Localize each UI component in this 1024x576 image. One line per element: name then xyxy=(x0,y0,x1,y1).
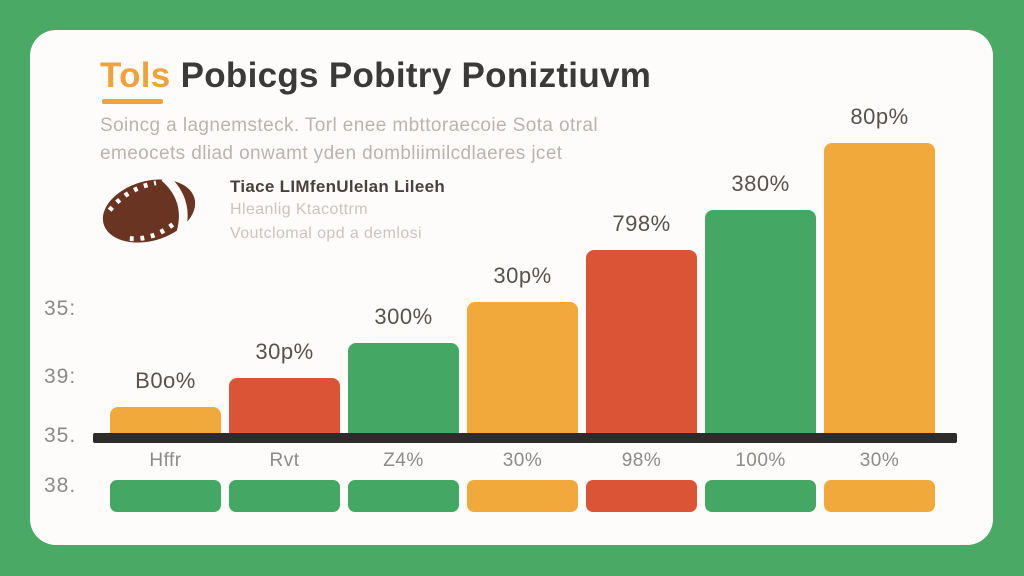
info-block: Tiace LIMfenUlelan Lileeh Hleanlig Ktaco… xyxy=(96,170,445,252)
footer-block-cell xyxy=(586,480,697,512)
category-row: Hffr Rvt Z4% 30% 98% 100% 30% xyxy=(110,450,935,472)
category-label: Hffr xyxy=(149,450,182,471)
info-line-2: Voutclomal opd a demlosi xyxy=(230,225,422,242)
subtitle-line-1: Soincg a lagnemsteck. Torl enee mbttorae… xyxy=(100,115,598,136)
bar-value-label: 380% xyxy=(731,171,790,196)
bar xyxy=(229,378,340,433)
bar xyxy=(705,210,816,433)
category-label: 30% xyxy=(502,450,543,471)
bar-column: 798% xyxy=(586,211,697,433)
bar-value-label: B0o% xyxy=(135,368,196,393)
content-card: Tols Pobicgs Pobitry Poniztiuvm Soincg a … xyxy=(30,30,993,545)
page-subtitle: Soincg a lagnemsteck. Torl enee mbttorae… xyxy=(100,112,598,168)
bar xyxy=(110,407,221,433)
footer-block-cell xyxy=(348,480,459,512)
bar-column: 300% xyxy=(348,304,459,433)
bar-value-label: 300% xyxy=(374,304,433,329)
category-label: 98% xyxy=(621,450,662,471)
bar-column: 30p% xyxy=(467,263,578,433)
footer-block-cell xyxy=(229,480,340,512)
y-tick: 38. xyxy=(44,474,77,497)
footer-block-cell xyxy=(110,480,221,512)
bar-value-label: 798% xyxy=(612,211,671,236)
info-heading: Tiace LIMfenUlelan Lileeh xyxy=(230,177,446,196)
category-label: 30% xyxy=(859,450,900,471)
bar-column: B0o% xyxy=(110,368,221,433)
football-icon xyxy=(102,174,196,243)
bar-value-label: 30p% xyxy=(493,263,552,288)
page-title-rest: Pobicgs Pobitry Poniztiuvm xyxy=(180,56,652,95)
footer-block-cell xyxy=(705,480,816,512)
page-title: Tols Pobicgs Pobitry Poniztiuvm xyxy=(100,56,651,96)
footer-block xyxy=(824,480,935,512)
bar-columns: B0o% 30p% 300% 30p% 798% 380% 80p% xyxy=(110,104,935,433)
info-text: Tiace LIMfenUlelan Lileeh Hleanlig Ktaco… xyxy=(230,177,445,245)
bar xyxy=(348,343,459,433)
subtitle-line-2: emeocets dliad onwamt yden dombliimilcdl… xyxy=(100,143,563,164)
category-label: Rvt xyxy=(269,450,300,471)
bar xyxy=(586,250,697,433)
category-label: Z4% xyxy=(383,450,424,471)
footer-block-cell xyxy=(824,480,935,512)
footer-block xyxy=(586,480,697,512)
bar-column: 380% xyxy=(705,171,816,433)
footer-block xyxy=(229,480,340,512)
y-tick: 39: xyxy=(44,365,77,388)
page-title-highlight: Tols xyxy=(100,56,171,95)
category-label: 100% xyxy=(735,450,786,471)
footer-block-cell xyxy=(467,480,578,512)
bar-value-label: 30p% xyxy=(255,339,314,364)
footer-block xyxy=(467,480,578,512)
y-tick: 35: xyxy=(44,297,77,320)
x-axis-line xyxy=(93,433,957,443)
footer-block xyxy=(110,480,221,512)
bar-column: 30p% xyxy=(229,339,340,433)
bar-value-label: 80p% xyxy=(850,104,909,129)
footer-block-row xyxy=(110,480,935,512)
bar-column: 80p% xyxy=(824,104,935,433)
info-line-1: Hleanlig Ktacottrm xyxy=(230,201,368,218)
footer-block xyxy=(705,480,816,512)
bar xyxy=(824,143,935,433)
footer-block xyxy=(348,480,459,512)
y-tick: 35. xyxy=(44,424,77,447)
bar xyxy=(467,302,578,433)
